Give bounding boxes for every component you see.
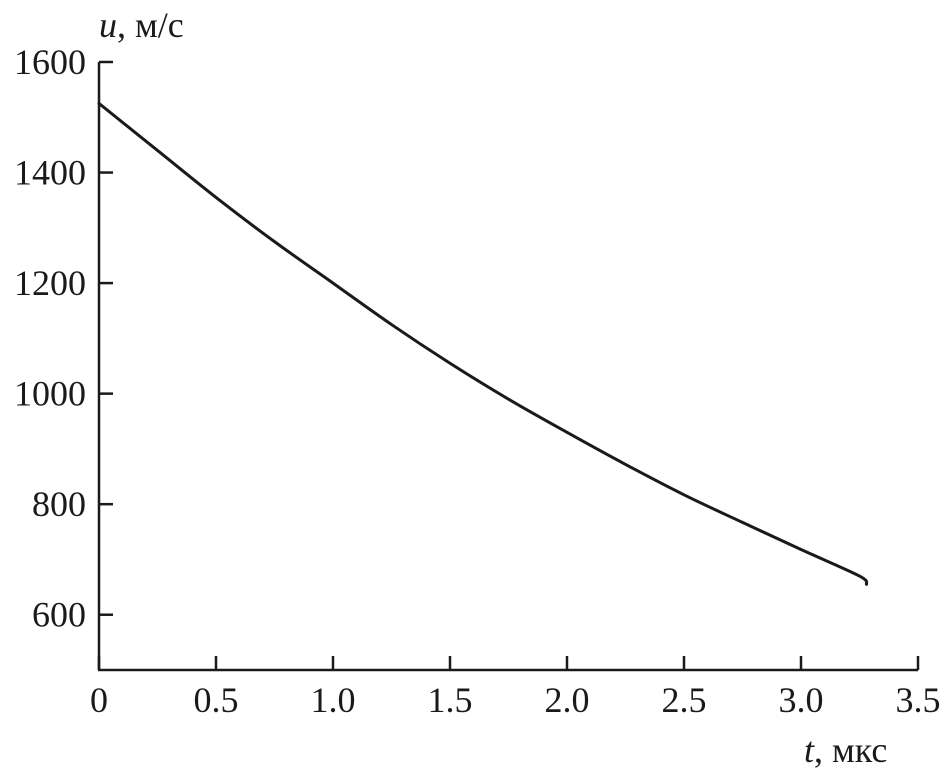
x-tick-label: 3.0 bbox=[779, 680, 824, 720]
x-tick-label: 2.5 bbox=[662, 680, 707, 720]
series-layer bbox=[97, 101, 869, 586]
y-tick-label: 1600 bbox=[14, 42, 86, 82]
x-axis-unit: , мкс bbox=[814, 730, 887, 770]
y-axis-variable: u bbox=[99, 5, 117, 45]
x-tick-label: 1.5 bbox=[428, 680, 473, 720]
axes bbox=[97, 62, 918, 672]
y-tick-label: 1400 bbox=[14, 153, 86, 193]
y-tick-label: 600 bbox=[32, 595, 86, 635]
x-axis-variable: t bbox=[804, 730, 815, 770]
x-axis-label: t, мкс bbox=[804, 730, 887, 770]
y-tick-label: 800 bbox=[32, 484, 86, 524]
ticks: 0 0.5 1.0 1.5 2.0 2.5 3.0 3.5 600 800 1000 1200 1400… bbox=[14, 42, 941, 720]
x-tick-label: 1.0 bbox=[311, 680, 356, 720]
series-line bbox=[97, 101, 869, 586]
y-tick-label: 1000 bbox=[14, 374, 86, 414]
y-tick-label: 1200 bbox=[14, 263, 86, 303]
y-axis-unit: , м/с bbox=[117, 5, 184, 45]
x-tick-label: 0 bbox=[90, 680, 108, 720]
x-tick-label: 2.0 bbox=[545, 680, 590, 720]
x-tick-label: 0.5 bbox=[194, 680, 239, 720]
x-tick-label: 3.5 bbox=[896, 680, 941, 720]
y-axis-label: u, м/с bbox=[99, 5, 184, 45]
